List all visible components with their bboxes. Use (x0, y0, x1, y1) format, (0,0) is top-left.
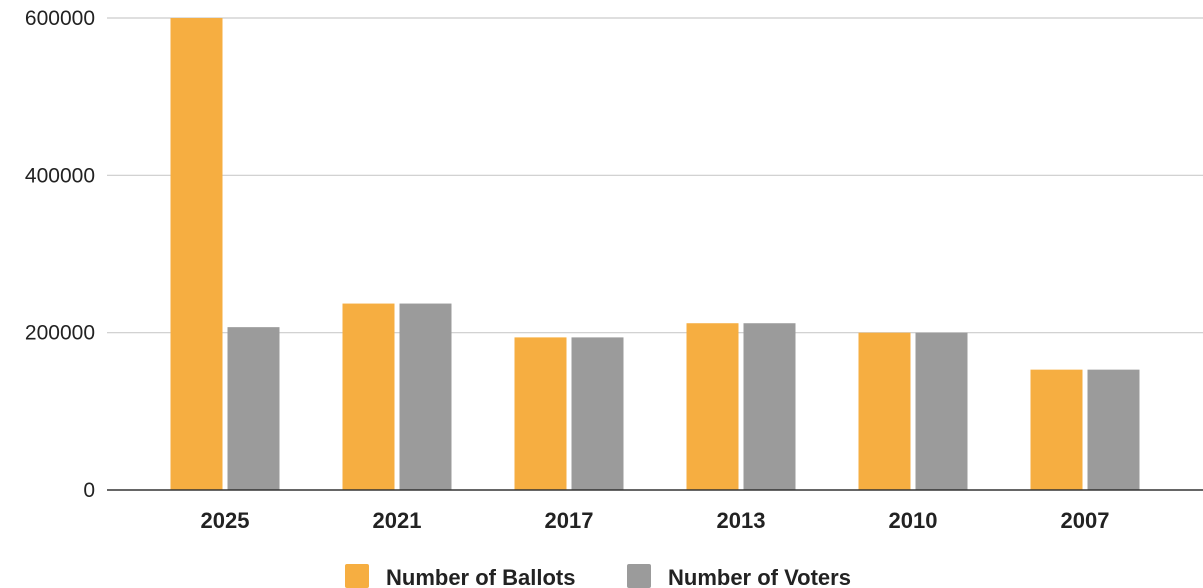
bar-number-of-voters-2017 (571, 337, 624, 490)
x-axis-category-labels: 2025 2021 2017 2013 2010 2007 (201, 508, 1110, 533)
y-tick-label-600000: 600000 (25, 7, 95, 30)
bar-number-of-voters-2010 (915, 332, 968, 490)
y-axis-tick-labels: 0 200000 400000 600000 (25, 7, 95, 502)
gridlines (107, 17, 1203, 334)
legend-swatch-number-of-voters (627, 564, 651, 588)
bars (170, 18, 1140, 490)
legend: Number of Ballots Number of Voters (345, 564, 851, 588)
x-tick-label-2013: 2013 (717, 508, 766, 533)
x-tick-label-2017: 2017 (545, 508, 594, 533)
bar-number-of-voters-2021 (399, 303, 452, 490)
x-tick-label-2025: 2025 (201, 508, 250, 533)
bar-number-of-voters-2007 (1087, 369, 1140, 490)
bar-number-of-ballots-2021 (342, 303, 395, 490)
bar-number-of-ballots-2013 (686, 323, 739, 490)
bar-number-of-voters-2025 (227, 327, 280, 490)
y-tick-label-200000: 200000 (25, 322, 95, 345)
x-tick-label-2021: 2021 (373, 508, 422, 533)
x-tick-label-2007: 2007 (1061, 508, 1110, 533)
legend-label-number-of-voters: Number of Voters (668, 565, 851, 588)
legend-label-number-of-ballots: Number of Ballots (386, 565, 575, 588)
y-tick-label-0: 0 (83, 479, 95, 502)
bar-number-of-ballots-2017 (514, 337, 567, 490)
bar-number-of-ballots-2010 (858, 332, 911, 490)
x-tick-label-2010: 2010 (889, 508, 938, 533)
bar-number-of-voters-2013 (743, 323, 796, 490)
bar-number-of-ballots-2025 (170, 18, 223, 490)
y-tick-label-400000: 400000 (25, 164, 95, 187)
bar-number-of-ballots-2007 (1030, 369, 1083, 490)
legend-swatch-number-of-ballots (345, 564, 369, 588)
